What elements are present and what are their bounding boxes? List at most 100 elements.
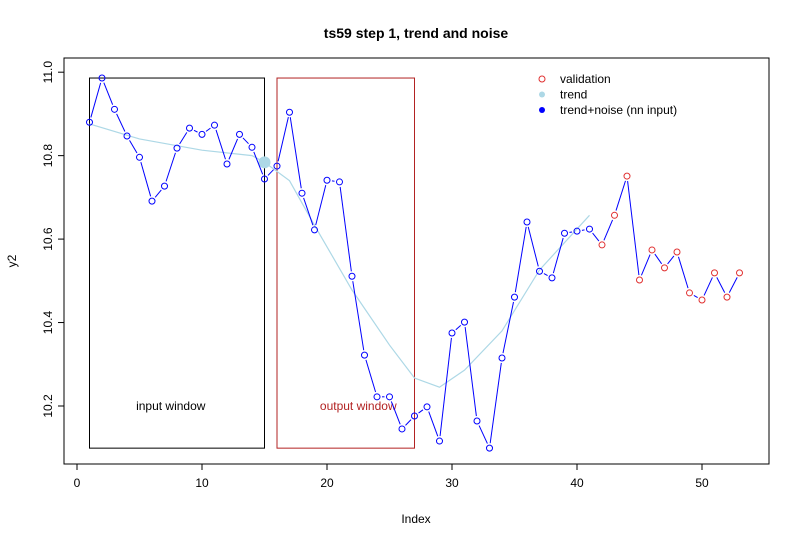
series-segment — [215, 129, 226, 160]
data-point — [236, 130, 243, 138]
data-point — [361, 351, 368, 359]
data-point — [536, 267, 543, 275]
series-segment — [405, 419, 412, 426]
series-segment — [242, 137, 249, 145]
validation-point — [636, 276, 643, 284]
output-window-label: output window — [320, 399, 397, 413]
data-point — [461, 318, 468, 326]
validation-point — [611, 211, 618, 219]
legend-label: validation — [560, 72, 611, 86]
output-window-box — [276, 77, 415, 449]
chart-title: ts59 step 1, trend and noise — [324, 25, 509, 41]
data-point — [336, 178, 343, 186]
series-segment — [315, 184, 327, 226]
series-segment — [116, 113, 126, 132]
series-segment — [439, 337, 452, 437]
data-point — [161, 182, 168, 190]
data-point — [573, 227, 581, 235]
data-point — [373, 393, 381, 401]
data-point — [186, 124, 193, 132]
y-axis-label: y2 — [5, 254, 19, 267]
data-point — [548, 274, 556, 282]
trend-line — [89, 123, 590, 388]
validation-point — [711, 269, 718, 277]
validation-point — [673, 248, 681, 256]
data-point — [436, 437, 443, 445]
series-segment — [365, 359, 377, 393]
data-point — [148, 197, 156, 205]
validation-point — [698, 296, 706, 304]
data-point — [111, 105, 118, 113]
y-tick-label: 10.2 — [41, 394, 55, 418]
series-segment — [154, 189, 162, 198]
data-point — [298, 189, 306, 197]
trend-highlight-point — [258, 156, 271, 169]
series-segment — [339, 186, 352, 272]
series-segment — [592, 232, 600, 242]
data-point — [261, 175, 268, 183]
data-point — [86, 118, 93, 126]
input-window-box — [89, 77, 265, 449]
data-point — [498, 354, 506, 362]
data-point — [311, 226, 318, 234]
data-point — [198, 130, 206, 138]
series-segment — [502, 301, 514, 354]
series-segment — [703, 277, 713, 296]
series-segment — [352, 281, 365, 351]
series-segment — [627, 180, 640, 276]
validation-point — [736, 269, 743, 277]
x-tick-label: 10 — [195, 476, 209, 490]
legend-marker-validation — [538, 75, 546, 83]
data-point — [511, 293, 518, 301]
series-segment — [514, 226, 527, 293]
series-segment — [615, 180, 626, 211]
series-segment — [489, 362, 502, 444]
validation-point — [648, 246, 656, 254]
data-point — [411, 412, 418, 420]
x-tick-label: 50 — [695, 476, 709, 490]
x-tick-label: 40 — [570, 476, 584, 490]
series-segment — [693, 294, 698, 298]
series-segment — [140, 161, 152, 197]
data-point — [348, 272, 356, 280]
y-tick-label: 10.6 — [41, 227, 55, 251]
data-point — [223, 160, 231, 168]
y-tick-label: 11.0 — [41, 61, 55, 84]
data-point — [286, 108, 293, 116]
data-point — [398, 425, 406, 433]
data-point — [136, 153, 143, 161]
x-axis-label: Index — [401, 512, 430, 526]
series-segment — [677, 256, 689, 289]
series-segment — [640, 254, 651, 276]
series-segment — [667, 255, 675, 265]
data-point — [211, 121, 218, 129]
series-segment — [455, 325, 462, 331]
series-segment — [303, 197, 314, 226]
data-point — [273, 162, 281, 170]
data-point — [523, 218, 531, 226]
legend-marker-trend — [539, 91, 545, 98]
validation-point — [598, 241, 606, 249]
validation-point — [723, 293, 731, 301]
series-segment — [464, 327, 477, 417]
data-point — [123, 132, 131, 140]
data-point — [586, 225, 593, 233]
series-segment — [716, 277, 726, 293]
data-point — [473, 417, 481, 425]
data-point — [423, 403, 431, 411]
series-segment — [129, 140, 138, 154]
series-segment — [277, 117, 289, 162]
data-point — [561, 229, 568, 237]
series-segment — [543, 273, 548, 276]
data-point — [386, 393, 393, 401]
y-tick-label: 10.4 — [41, 311, 55, 335]
series-segment — [289, 117, 302, 189]
series-segment — [253, 151, 264, 175]
validation-point — [623, 172, 631, 180]
series-segment — [418, 409, 424, 414]
validation-point — [686, 289, 693, 297]
x-tick-label: 20 — [320, 476, 334, 490]
legend-label: trend — [560, 88, 587, 102]
